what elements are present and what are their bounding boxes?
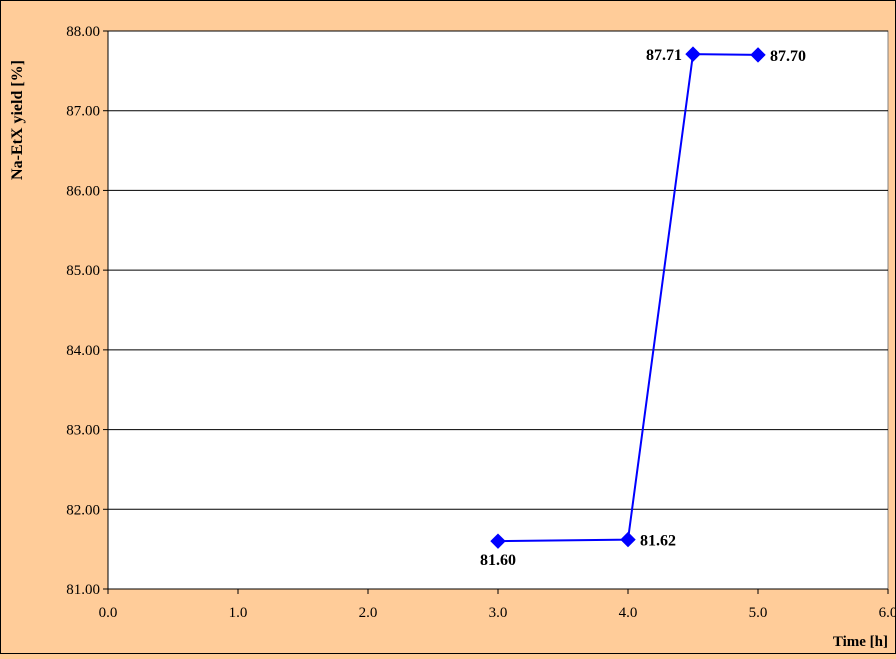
y-tick-label-7: 88.00 xyxy=(66,24,100,40)
data-point-3 xyxy=(750,47,766,63)
x-tick-label-5: 5.0 xyxy=(749,605,768,621)
data-label-2: 87.71 xyxy=(646,47,682,64)
series-line-0 xyxy=(497,53,759,543)
x-tick-label-3: 3.0 xyxy=(489,605,508,621)
x-tick-label-1: 1.0 xyxy=(229,605,248,621)
y-tick-label-6: 87.00 xyxy=(66,104,100,120)
y-tick-label-2: 83.00 xyxy=(66,423,100,439)
data-labels: 81.60 81.62 87.71 87.70 xyxy=(480,47,806,569)
y-tick-label-3: 84.00 xyxy=(66,343,100,359)
y-tick-label-0: 81.00 xyxy=(66,582,100,598)
data-label-0: 81.60 xyxy=(480,552,516,569)
gridlines xyxy=(108,30,888,510)
data-point-1 xyxy=(620,531,636,548)
plot-area xyxy=(107,30,889,590)
x-tick-label-0: 0.0 xyxy=(99,605,118,621)
series xyxy=(490,46,766,549)
axes: 81.00 82.00 83.00 84.00 85.00 86.00 87.00 88.00… xyxy=(66,24,896,621)
y-tick-label-4: 85.00 xyxy=(66,263,100,279)
y-tick-label-1: 82.00 xyxy=(66,502,100,518)
data-point-2 xyxy=(685,46,701,62)
y-tick-label-5: 86.00 xyxy=(66,183,100,199)
x-tick-label-6: 6.0 xyxy=(879,605,896,621)
x-axis-title: Time [h] xyxy=(833,634,888,650)
x-tick-label-4: 4.0 xyxy=(619,605,638,621)
data-point-0 xyxy=(490,533,506,549)
x-tick-label-2: 2.0 xyxy=(359,605,378,621)
data-label-1: 81.62 xyxy=(640,533,676,550)
data-label-3: 87.70 xyxy=(770,48,806,65)
y-axis-title: Na-EtX yield [%] xyxy=(9,60,26,180)
